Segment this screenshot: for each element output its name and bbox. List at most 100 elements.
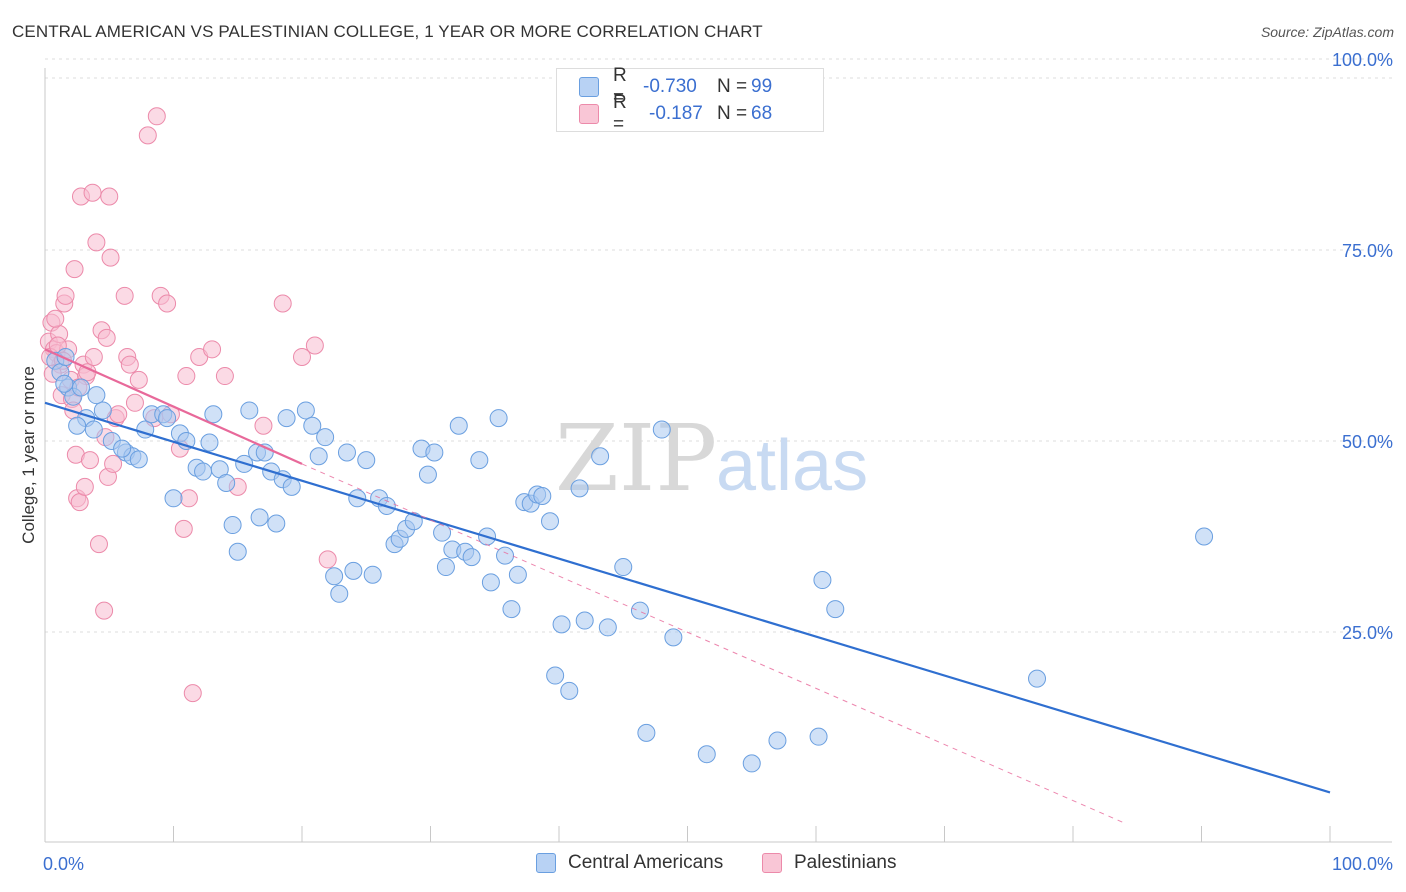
central-american-point: [809, 727, 828, 746]
palestinian-point: [179, 489, 198, 508]
central-american-point: [664, 628, 683, 647]
central-american-point: [546, 666, 565, 685]
y-axis-label: College, 1 year or more: [19, 366, 38, 544]
central-american-point: [637, 723, 656, 742]
central-american-point: [436, 558, 455, 577]
central-american-point: [93, 401, 112, 420]
palestinian-point: [147, 107, 166, 126]
x-tick-label: 0.0%: [43, 854, 84, 874]
palestinian-point: [174, 519, 193, 538]
central-american-point: [533, 487, 552, 506]
chart-title: CENTRAL AMERICAN VS PALESTINIAN COLLEGE,…: [12, 22, 763, 41]
central-american-point: [541, 512, 560, 531]
central-american-point: [363, 565, 382, 584]
watermark-atlas: atlas: [716, 426, 868, 506]
series-legend: Central Americans Palestinians: [0, 852, 1406, 878]
trend-lines: [44, 348, 1331, 824]
central-american-point: [223, 516, 242, 535]
palestinian-point: [97, 328, 116, 347]
central-american-point: [449, 416, 468, 435]
central-american-point: [217, 474, 236, 493]
central-american-point: [309, 447, 328, 466]
palestinians-trend-extension: [301, 463, 1125, 824]
central-americans-points: [46, 347, 1214, 773]
palestinian-point: [65, 260, 84, 279]
central-american-point: [418, 465, 437, 484]
central-american-point: [303, 416, 322, 435]
central-american-point: [87, 386, 106, 405]
y-tick-label: 100.0%: [1332, 50, 1393, 70]
palestinian-point: [80, 451, 99, 470]
central-american-point: [470, 451, 489, 470]
palestinian-point: [46, 309, 65, 328]
central-american-point: [630, 601, 649, 620]
n-value: 68: [751, 103, 773, 124]
central-american-point: [560, 681, 579, 700]
palestinians-trend-line: [44, 348, 303, 465]
central-american-point: [575, 611, 594, 630]
pink-swatch: [762, 853, 782, 873]
central-american-point: [433, 523, 452, 542]
correlation-legend: R = -0.730 N = 99 R = -0.187 N = 68: [556, 65, 824, 135]
palestinian-point: [138, 126, 157, 145]
y-tick-label: 50.0%: [1342, 432, 1393, 452]
palestinian-point: [115, 286, 134, 305]
n-label: N =: [717, 103, 748, 124]
palestinian-point: [254, 416, 273, 435]
central-american-point: [267, 514, 286, 533]
central-american-point: [68, 416, 87, 435]
central-americans-trend-line: [44, 401, 1331, 794]
y-tick-label: 25.0%: [1342, 623, 1393, 643]
central-american-point: [164, 489, 183, 508]
central-american-point: [325, 567, 344, 586]
central-american-point: [204, 405, 223, 424]
palestinian-point: [100, 187, 119, 206]
central-american-point: [502, 600, 521, 619]
palestinian-point: [183, 684, 202, 703]
palestinian-point: [95, 601, 114, 620]
central-american-point: [570, 479, 589, 498]
legend-row-central-americans: R = -0.730 N = 99: [579, 65, 773, 108]
palestinian-point: [75, 477, 94, 496]
central-american-point: [1028, 669, 1047, 688]
palestinian-point: [158, 294, 177, 313]
central-american-point: [826, 600, 845, 619]
central-american-point: [316, 428, 335, 447]
r-label: R =: [613, 92, 627, 135]
central-american-point: [296, 401, 315, 420]
source-label: Source: ZipAtlas.com: [1260, 24, 1394, 40]
legend-label: Palestinians: [794, 852, 897, 873]
central-american-point: [508, 565, 527, 584]
central-american-point: [344, 561, 363, 580]
legend-row-palestinians: R = -0.187 N = 68: [579, 92, 773, 135]
palestinian-point: [83, 183, 102, 202]
central-american-point: [200, 433, 219, 452]
palestinian-point: [203, 340, 222, 359]
central-american-point: [552, 615, 571, 634]
legend-item-central-americans: Central Americans: [536, 852, 723, 874]
central-american-point: [496, 546, 515, 565]
r-label: R =: [613, 65, 627, 108]
central-american-point: [337, 443, 356, 462]
central-american-point: [240, 401, 259, 420]
y-tick-label: 75.0%: [1342, 241, 1393, 261]
x-tick-label: 100.0%: [1332, 854, 1393, 874]
central-american-point: [598, 618, 617, 637]
central-american-point: [742, 754, 761, 773]
central-american-point: [277, 409, 296, 428]
palestinian-point: [318, 550, 337, 569]
n-value: 99: [751, 76, 773, 97]
central-american-point: [194, 462, 213, 481]
r-value: -0.187: [649, 103, 703, 124]
central-american-point: [768, 731, 787, 750]
central-american-point: [813, 571, 832, 590]
blue-swatch: [536, 853, 556, 873]
pink-swatch: [579, 104, 599, 124]
central-american-point: [614, 558, 633, 577]
central-american-point: [55, 374, 74, 393]
central-american-point: [652, 420, 671, 439]
central-american-point: [71, 378, 90, 397]
palestinian-point: [89, 535, 108, 554]
central-american-point: [1195, 527, 1214, 546]
